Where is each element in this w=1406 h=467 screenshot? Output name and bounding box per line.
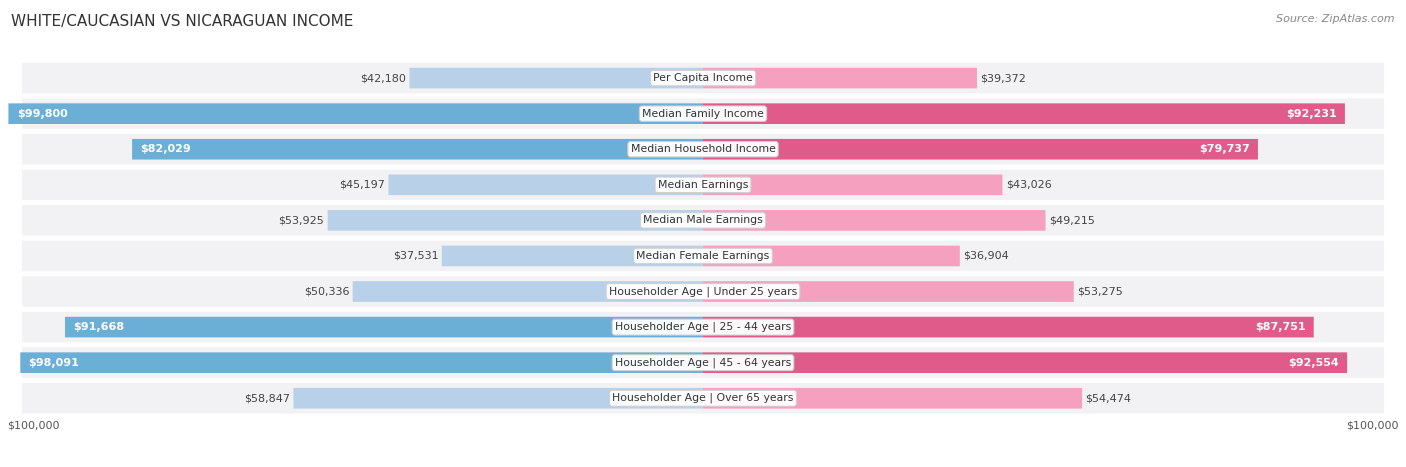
FancyBboxPatch shape: [21, 98, 1385, 130]
Text: Median Male Earnings: Median Male Earnings: [643, 215, 763, 226]
FancyBboxPatch shape: [703, 281, 1074, 302]
Text: $37,531: $37,531: [392, 251, 439, 261]
Text: $79,737: $79,737: [1199, 144, 1250, 154]
Text: Median Earnings: Median Earnings: [658, 180, 748, 190]
FancyBboxPatch shape: [703, 246, 960, 266]
FancyBboxPatch shape: [21, 275, 1385, 308]
FancyBboxPatch shape: [21, 382, 1385, 415]
Text: $87,751: $87,751: [1254, 322, 1305, 332]
Text: $42,180: $42,180: [360, 73, 406, 83]
Text: Per Capita Income: Per Capita Income: [652, 73, 754, 83]
Text: $43,026: $43,026: [1005, 180, 1052, 190]
Text: $53,925: $53,925: [278, 215, 325, 226]
FancyBboxPatch shape: [388, 175, 703, 195]
Text: $98,091: $98,091: [28, 358, 80, 368]
FancyBboxPatch shape: [703, 103, 1346, 124]
FancyBboxPatch shape: [353, 281, 703, 302]
FancyBboxPatch shape: [65, 317, 703, 338]
Text: $91,668: $91,668: [73, 322, 125, 332]
FancyBboxPatch shape: [703, 210, 1046, 231]
Text: Median Family Income: Median Family Income: [643, 109, 763, 119]
FancyBboxPatch shape: [703, 388, 1083, 409]
FancyBboxPatch shape: [21, 204, 1385, 237]
FancyBboxPatch shape: [21, 311, 1385, 343]
Text: $82,029: $82,029: [141, 144, 191, 154]
Text: $49,215: $49,215: [1049, 215, 1095, 226]
FancyBboxPatch shape: [21, 347, 1385, 379]
FancyBboxPatch shape: [132, 139, 703, 160]
FancyBboxPatch shape: [21, 169, 1385, 201]
Text: $92,554: $92,554: [1288, 358, 1339, 368]
FancyBboxPatch shape: [21, 133, 1385, 165]
Text: $92,231: $92,231: [1286, 109, 1337, 119]
FancyBboxPatch shape: [409, 68, 703, 88]
Text: Householder Age | 45 - 64 years: Householder Age | 45 - 64 years: [614, 357, 792, 368]
Text: Householder Age | 25 - 44 years: Householder Age | 25 - 44 years: [614, 322, 792, 333]
FancyBboxPatch shape: [294, 388, 703, 409]
FancyBboxPatch shape: [20, 353, 703, 373]
FancyBboxPatch shape: [703, 317, 1313, 338]
Text: $100,000: $100,000: [1347, 420, 1399, 430]
FancyBboxPatch shape: [703, 139, 1258, 160]
Text: $39,372: $39,372: [980, 73, 1026, 83]
Text: Median Female Earnings: Median Female Earnings: [637, 251, 769, 261]
Text: $36,904: $36,904: [963, 251, 1010, 261]
Text: $50,336: $50,336: [304, 287, 349, 297]
FancyBboxPatch shape: [8, 103, 703, 124]
FancyBboxPatch shape: [703, 353, 1347, 373]
Text: $54,474: $54,474: [1085, 393, 1132, 403]
Text: WHITE/CAUCASIAN VS NICARAGUAN INCOME: WHITE/CAUCASIAN VS NICARAGUAN INCOME: [11, 14, 354, 29]
Text: Householder Age | Under 25 years: Householder Age | Under 25 years: [609, 286, 797, 297]
Text: Source: ZipAtlas.com: Source: ZipAtlas.com: [1277, 14, 1395, 24]
FancyBboxPatch shape: [703, 68, 977, 88]
Text: $100,000: $100,000: [7, 420, 59, 430]
FancyBboxPatch shape: [328, 210, 703, 231]
Text: Householder Age | Over 65 years: Householder Age | Over 65 years: [612, 393, 794, 403]
FancyBboxPatch shape: [21, 240, 1385, 272]
Text: $53,275: $53,275: [1077, 287, 1123, 297]
FancyBboxPatch shape: [21, 62, 1385, 94]
FancyBboxPatch shape: [441, 246, 703, 266]
Text: $99,800: $99,800: [17, 109, 67, 119]
Text: $58,847: $58,847: [245, 393, 290, 403]
Text: $45,197: $45,197: [339, 180, 385, 190]
FancyBboxPatch shape: [703, 175, 1002, 195]
Text: Median Household Income: Median Household Income: [630, 144, 776, 154]
